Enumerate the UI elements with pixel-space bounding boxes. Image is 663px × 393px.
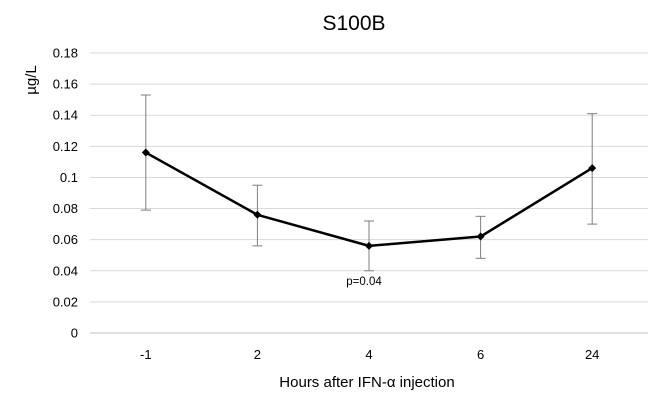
p-value-annotation: p=0.04 bbox=[346, 276, 382, 288]
annotations: p=0.04 bbox=[346, 276, 382, 288]
y-tick-label: 0.04 bbox=[53, 263, 78, 278]
data-point-marker bbox=[588, 164, 597, 173]
y-tick-label: 0.14 bbox=[53, 108, 78, 123]
series-markers bbox=[141, 148, 597, 250]
y-axis-ticks: 0 0.02 0.04 0.06 0.08 0.1 0.12 0.14 0.16 0.18 bbox=[53, 46, 78, 341]
chart-title: S100B bbox=[322, 12, 385, 35]
y-tick-label: 0 bbox=[71, 326, 78, 341]
y-tick-label: 0.08 bbox=[53, 201, 78, 216]
y-tick-label: 0.02 bbox=[53, 294, 78, 309]
y-tick-label: 0.16 bbox=[53, 77, 78, 92]
x-axis-label: Hours after IFN-α injection bbox=[279, 374, 454, 391]
y-axis-label: µg/L bbox=[23, 65, 40, 95]
y-tick-label: 0.18 bbox=[53, 46, 78, 61]
y-tick-label: 0.12 bbox=[53, 139, 78, 154]
y-tick-label: 0.06 bbox=[53, 232, 78, 247]
x-axis-ticks: -1 2 4 6 24 bbox=[140, 347, 599, 362]
x-tick-label: 6 bbox=[477, 347, 484, 362]
x-tick-label: -1 bbox=[140, 347, 152, 362]
x-tick-label: 4 bbox=[365, 347, 372, 362]
y-tick-label: 0.1 bbox=[60, 170, 78, 185]
data-point-marker bbox=[476, 232, 485, 241]
data-point-marker bbox=[141, 148, 150, 157]
data-point-marker bbox=[365, 241, 373, 250]
data-point-marker bbox=[253, 210, 262, 219]
grid bbox=[90, 52, 648, 334]
x-tick-label: 2 bbox=[254, 347, 261, 362]
x-tick-label: 24 bbox=[585, 347, 599, 362]
